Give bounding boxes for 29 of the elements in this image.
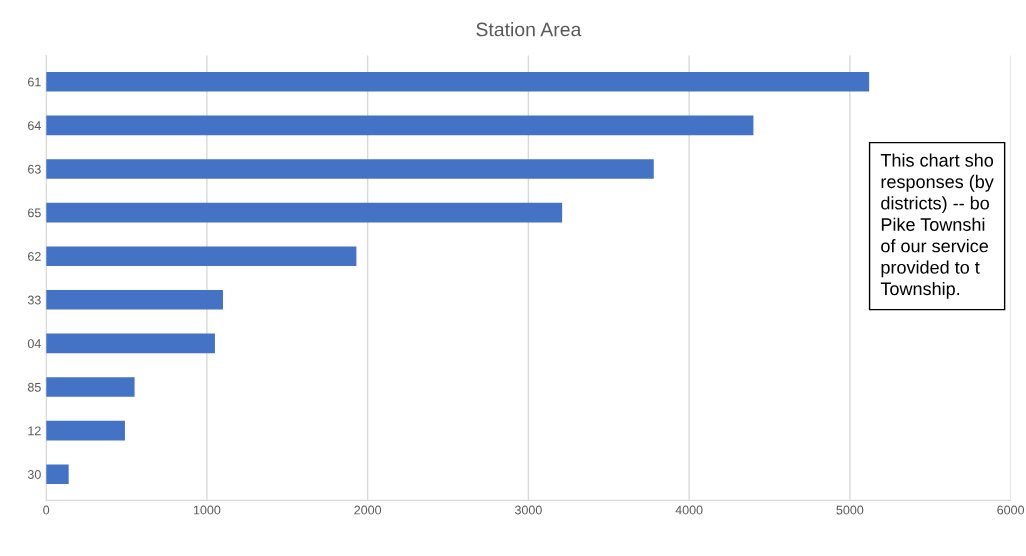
y-tick-label: 64 — [28, 121, 41, 131]
bar — [46, 377, 135, 397]
y-tick-label: 85 — [27, 382, 41, 392]
y-tick-label: 12 — [28, 426, 41, 436]
bar — [46, 333, 215, 354]
x-tick-label: 5000 — [836, 505, 864, 515]
x-tick-label: 2000 — [354, 505, 382, 515]
x-tick-label: 4000 — [675, 505, 703, 515]
y-tick-label: 30 — [27, 470, 41, 479]
annotation: This chart sho responses (by districts) -- bo Pike Townshi of our service provided to t Township. — [880, 153, 994, 299]
bar — [46, 115, 754, 136]
bar — [46, 246, 357, 267]
bar — [46, 71, 870, 92]
y-tick-label: 62 — [28, 252, 41, 261]
x-tick-label: 0 — [43, 505, 50, 515]
bar — [46, 202, 563, 223]
y-tick-label: 65 — [28, 208, 41, 218]
y-tick-label: 63 — [28, 164, 41, 174]
chart-title: Station Area — [476, 22, 582, 37]
bar — [46, 289, 223, 310]
y-tick-label: 33 — [27, 295, 41, 305]
x-tick-label: 6000 — [997, 505, 1025, 515]
y-tick-label: 61 — [28, 77, 41, 87]
x-tick-label: 3000 — [514, 505, 542, 515]
y-tick-label: 04 — [27, 339, 41, 349]
x-tick-label: 1000 — [193, 505, 221, 515]
bar — [46, 159, 654, 179]
bar — [46, 420, 125, 441]
bar — [46, 464, 69, 485]
